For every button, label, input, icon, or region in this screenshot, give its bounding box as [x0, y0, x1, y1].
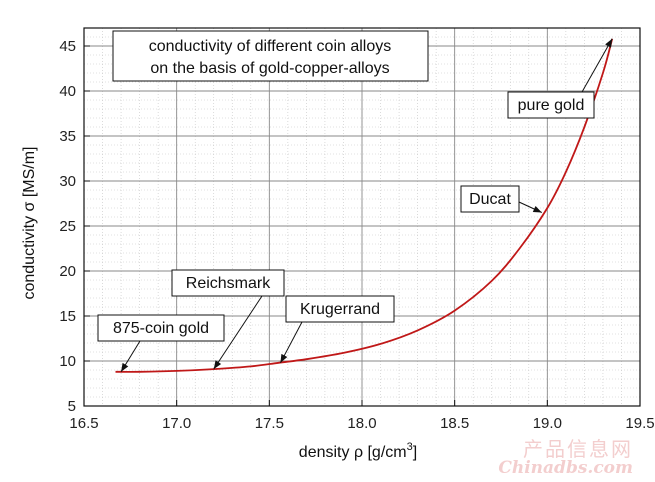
annotation-box: [171, 269, 285, 297]
x-tick-label: 17.0: [162, 415, 191, 432]
annotation-arrowhead: [121, 362, 129, 372]
y-ticks: 5 10 15 20 25 30 35 40 45: [59, 38, 90, 415]
y-tick-label: 5: [68, 398, 76, 415]
y-axis-label: conductivity σ [MS/m]: [21, 146, 38, 299]
y-tick-label: 15: [59, 308, 76, 325]
x-tick-label: 19.0: [533, 415, 562, 432]
y-tick-label: 25: [59, 218, 76, 235]
annotation-arrowhead: [605, 38, 613, 48]
watermark: 产品信息网 Chinadbs.com: [498, 439, 633, 478]
x-tick-label: 18.5: [440, 415, 469, 432]
y-tick-label: 35: [59, 128, 76, 145]
annotation-box: [285, 295, 395, 323]
chart-title-line-1: conductivity of different coin alloys: [149, 38, 392, 55]
x-tick-label: 16.5: [69, 415, 98, 432]
y-tick-label: 20: [59, 263, 76, 280]
annotation-label: 875-coin gold: [113, 320, 209, 337]
annotation-box: [507, 91, 595, 119]
chart-title-box: [112, 30, 429, 82]
x-ticks: 16.5 17.0 17.5 18.0 18.5 19.0 19.5: [69, 400, 655, 432]
annotation-box: [460, 185, 520, 213]
watermark-line-1: 产品信息网: [523, 437, 633, 462]
annotations-layer: pure gold Ducat Krugerrand Reichsmark 875-co…: [97, 38, 613, 373]
annotation-arrow: [581, 38, 613, 93]
y-tick-label: 40: [59, 83, 76, 100]
annotation-arrowhead: [280, 353, 288, 363]
series-layer: [115, 38, 614, 373]
x-tick-label: 19.5: [625, 415, 654, 432]
annotation-label: Ducat: [469, 191, 511, 208]
annotation-arrowhead: [532, 205, 542, 213]
x-tick-label: 17.5: [255, 415, 284, 432]
chart-title-line-2: on the basis of gold-copper-alloys: [150, 60, 389, 77]
x-tick-label: 18.0: [347, 415, 376, 432]
y-tick-label: 45: [59, 38, 76, 55]
annotation-arrow: [213, 295, 263, 370]
annotation-label: Krugerrand: [300, 301, 380, 318]
y-tick-label: 10: [59, 353, 76, 370]
x-axis-label: density ρ [g/cm3]: [299, 441, 417, 461]
y-tick-label: 30: [59, 173, 76, 190]
conductivity-curve: [115, 38, 614, 373]
annotation-label: pure gold: [518, 97, 585, 114]
annotation-box: [97, 314, 225, 342]
watermark-line-2: Chinadbs.com: [498, 458, 633, 479]
annotation-arrowhead: [213, 360, 222, 370]
annotation-label: Reichsmark: [186, 275, 271, 292]
